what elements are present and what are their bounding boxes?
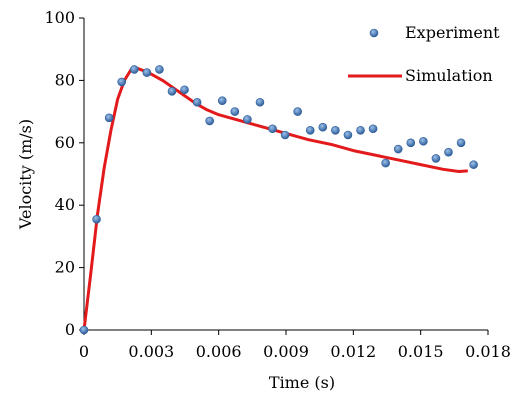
y-tick-label: 0 bbox=[65, 320, 75, 339]
experiment-point bbox=[180, 85, 189, 95]
x-tick-label: 0.012 bbox=[330, 342, 376, 361]
experiment-point bbox=[230, 107, 240, 116]
experiment-point bbox=[92, 214, 101, 224]
experiment-point bbox=[444, 147, 453, 157]
experiment-point bbox=[305, 126, 315, 135]
x-tick-label: 0.015 bbox=[398, 342, 444, 361]
x-tick-label: 0.009 bbox=[263, 342, 309, 361]
experiment-point bbox=[129, 65, 139, 74]
experiment-point bbox=[268, 124, 277, 134]
experiment-point bbox=[117, 77, 127, 87]
experiment-point bbox=[142, 68, 152, 77]
y-tick-label: 60 bbox=[55, 133, 75, 152]
experiment-point bbox=[104, 113, 114, 123]
experiment-point bbox=[318, 122, 328, 132]
experiment-point bbox=[406, 138, 416, 148]
y-tick-label: 40 bbox=[55, 195, 75, 214]
y-tick-label: 100 bbox=[44, 8, 75, 27]
x-tick-label: 0.018 bbox=[465, 342, 511, 361]
experiment-point bbox=[419, 136, 428, 146]
y-axis-title: Velocity (m/s) bbox=[16, 119, 35, 230]
experiment-point bbox=[343, 130, 353, 140]
x-tick-labels: 0 0.003 0.006 0.009 0.012 0.015 0.018 bbox=[79, 342, 511, 361]
experiment-point bbox=[192, 97, 202, 107]
experiment-point bbox=[155, 65, 164, 74]
experiment-point bbox=[217, 96, 227, 105]
experiment-point bbox=[205, 116, 214, 126]
x-tick-label: 0.003 bbox=[128, 342, 174, 361]
experiment-point bbox=[393, 144, 403, 154]
experiment-point bbox=[331, 126, 340, 135]
experiment-point bbox=[431, 154, 441, 163]
tick-marks bbox=[79, 17, 489, 335]
legend-label-simulation: Simulation bbox=[405, 66, 493, 85]
x-axis-title: Time (s) bbox=[269, 373, 335, 392]
experiment-point bbox=[356, 126, 365, 135]
legend-label-experiment: Experiment bbox=[405, 23, 500, 42]
y-tick-labels: 0 20 40 60 80 100 bbox=[44, 8, 75, 339]
experiment-point bbox=[243, 115, 252, 124]
legend-marker-experiment bbox=[369, 28, 379, 38]
y-tick-label: 80 bbox=[55, 70, 75, 89]
simulation-line bbox=[82, 67, 468, 331]
x-tick-label: 0 bbox=[79, 342, 89, 361]
axes bbox=[83, 18, 488, 331]
experiment-point bbox=[456, 138, 466, 148]
legend: Experiment Simulation bbox=[348, 23, 500, 85]
experiment-point bbox=[280, 130, 290, 140]
experiment-point bbox=[469, 160, 478, 169]
experiment-point bbox=[79, 325, 89, 335]
experiment-point bbox=[368, 124, 378, 134]
plot-area bbox=[79, 65, 478, 335]
y-tick-label: 20 bbox=[55, 258, 75, 277]
experiment-point bbox=[255, 97, 265, 107]
experiment-point bbox=[381, 158, 390, 168]
experiment-point bbox=[167, 87, 177, 96]
experiment-point bbox=[293, 107, 302, 116]
x-tick-label: 0.006 bbox=[196, 342, 242, 361]
